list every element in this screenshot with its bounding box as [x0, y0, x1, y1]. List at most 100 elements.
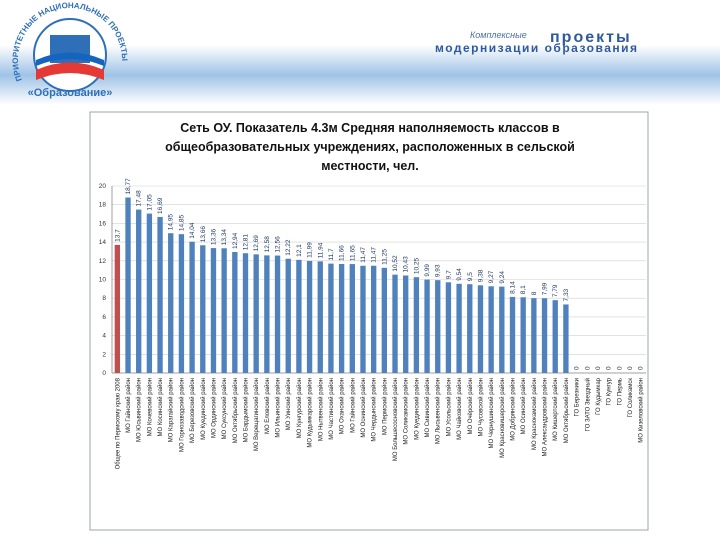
value-label: 13,34 — [221, 229, 228, 246]
bar — [264, 255, 270, 373]
value-label: 8,1 — [520, 285, 527, 294]
x-tick-label: МО Березовский район — [189, 378, 196, 443]
value-label: 7,33 — [563, 288, 570, 301]
x-tick-label: МО Чердынский район — [371, 378, 378, 442]
x-tick-label: Общее по Пермскому краю 2008 — [115, 377, 121, 469]
value-label: 10,52 — [392, 255, 399, 272]
value-label: 9,99 — [424, 264, 431, 277]
bar — [445, 282, 452, 373]
bar — [200, 245, 206, 373]
value-label: 12,22 — [285, 239, 292, 256]
x-tick-label: МО Кудымкарский район — [307, 378, 314, 448]
x-tick-label: МО Октябрьский район — [232, 378, 239, 443]
value-label: 10,25 — [413, 258, 420, 275]
value-label: 12,81 — [243, 234, 250, 251]
x-tick-label: МО Оханский район — [339, 378, 346, 434]
header-text: Комплексные — [470, 30, 527, 40]
bar — [178, 234, 185, 373]
value-label: 11,25 — [381, 249, 388, 265]
value-label: 8 — [531, 291, 538, 295]
x-tick-label: МО Большесосновский район — [392, 378, 399, 461]
value-label: 7,79 — [552, 284, 559, 297]
value-label: 8,14 — [510, 281, 517, 294]
x-tick-label: МО Суксунский район — [221, 378, 228, 439]
value-label: 12,58 — [264, 236, 271, 253]
x-tick-label: МО Юсьвинский район — [136, 378, 143, 442]
value-label: 11,47 — [360, 247, 367, 263]
x-tick-label: ГО Кунгур — [607, 377, 613, 405]
bar — [520, 297, 526, 373]
bar — [146, 213, 153, 373]
bar — [296, 259, 302, 373]
x-tick-label: МО Краснокамский район — [531, 378, 538, 450]
x-tick-label: МО Частинский район — [328, 378, 335, 440]
value-label: 9,27 — [488, 270, 495, 283]
bar — [360, 265, 366, 373]
bar — [467, 284, 473, 373]
x-tick-label: МО Кочевский район — [146, 378, 153, 436]
x-tick-label: МО Сивинский район — [424, 378, 431, 438]
bar — [242, 253, 249, 373]
bar — [552, 300, 558, 373]
value-label: 9,38 — [477, 269, 484, 282]
y-tick-label: 2 — [102, 351, 106, 358]
x-tick-label: МО Пермский район — [381, 378, 388, 435]
bar — [531, 298, 537, 373]
value-label: 17,05 — [146, 194, 153, 211]
x-tick-label: МО Куединский район — [200, 378, 207, 440]
x-tick-label: МО Оснинский район — [360, 378, 367, 438]
header-text: модернизации образования — [435, 41, 639, 55]
x-tick-label: ГО Березники — [575, 378, 581, 416]
bar — [509, 296, 516, 373]
value-label: 18,77 — [125, 178, 132, 195]
value-label: 0 — [574, 366, 581, 370]
bar — [328, 263, 334, 373]
x-tick-label: МО Усольский район — [445, 378, 452, 436]
x-tick-label: МО Соликамский район — [403, 378, 410, 445]
value-label: 11,65 — [349, 245, 356, 261]
x-tick-label: ГО Соликамск — [628, 378, 634, 418]
y-tick-label: 10 — [99, 277, 107, 284]
bar — [563, 304, 569, 373]
bar — [381, 267, 388, 373]
x-tick-label: ГО Кудымкар — [596, 377, 602, 415]
bar — [189, 241, 195, 373]
value-label: 12,94 — [232, 232, 239, 249]
x-tick-label: МО Чернушинский район — [488, 378, 495, 448]
bar — [370, 265, 377, 373]
value-label: 0 — [616, 366, 623, 370]
x-tick-label: ГО Пермь — [617, 378, 623, 405]
bar — [210, 248, 217, 373]
x-tick-label: МО Косинский район — [157, 378, 164, 437]
x-tick-label: МО Горнозаводский район — [178, 378, 185, 452]
x-tick-label: ГО ЗАТО Звездный — [584, 378, 591, 431]
x-tick-label: МО Красновишерский район — [499, 378, 506, 458]
x-tick-label: МО Нытвенский район — [317, 378, 324, 441]
bar — [392, 274, 398, 373]
y-tick-label: 16 — [99, 220, 107, 227]
value-label: 16,69 — [157, 197, 164, 214]
bar — [221, 248, 227, 373]
value-label: 11,47 — [371, 247, 378, 263]
x-tick-label: МО Очёрский район — [467, 378, 474, 434]
chart: Сеть ОУ. Показатель 4.3м Средняя наполня… — [99, 121, 646, 469]
x-tick-label: МО Гайнский район — [125, 378, 132, 433]
bar — [157, 216, 163, 373]
value-label: 14,95 — [168, 214, 175, 231]
value-label: 9,93 — [435, 264, 442, 277]
x-tick-label: МО Лысьвенский район — [435, 378, 442, 444]
y-tick-label: 0 — [102, 370, 106, 377]
y-tick-label: 14 — [99, 239, 107, 246]
x-tick-label: МО Ильинский район — [275, 378, 282, 438]
bar — [338, 263, 345, 373]
x-tick-label: МО Карагайский район — [168, 378, 175, 442]
value-label: 11,66 — [339, 245, 346, 261]
x-tick-label: МО Еловский район — [264, 378, 271, 434]
value-label: 17,48 — [136, 190, 143, 207]
x-tick-label: МО Добрянский район — [510, 378, 517, 441]
bar — [349, 264, 355, 373]
bar — [136, 209, 142, 373]
value-label: 0 — [595, 366, 602, 370]
chart-title: Сеть ОУ. Показатель 4.3м Средняя наполня… — [180, 121, 560, 135]
